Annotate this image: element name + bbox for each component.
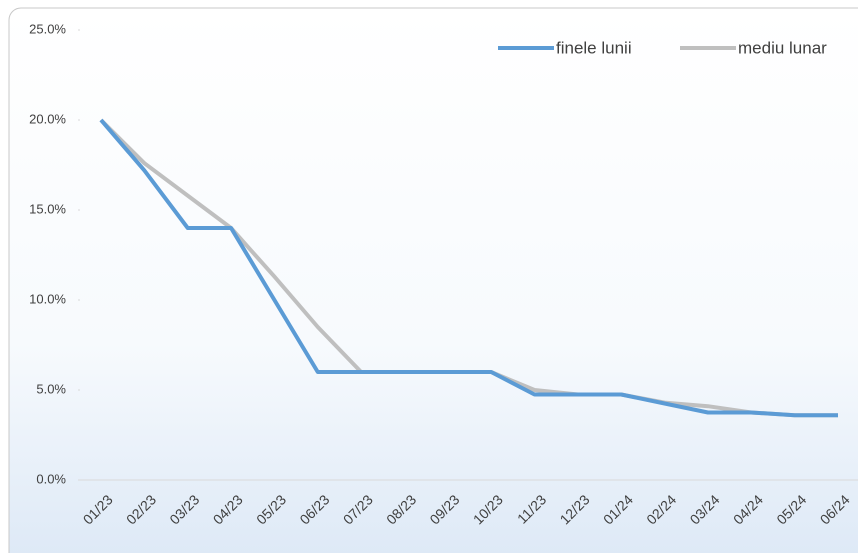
- y-tick-label: 15.0%: [29, 201, 66, 216]
- line-series: [99, 118, 838, 418]
- legend-label: finele lunii: [556, 38, 632, 57]
- y-tick-label: 25.0%: [29, 21, 66, 36]
- y-tick-label: 10.0%: [29, 291, 66, 306]
- y-tick-label: 5.0%: [36, 381, 66, 396]
- legend-label: mediu lunar: [738, 38, 827, 57]
- chart-panel: [8, 7, 858, 558]
- y-tick-label: 20.0%: [29, 111, 66, 126]
- y-tick-label: 0.0%: [36, 471, 66, 486]
